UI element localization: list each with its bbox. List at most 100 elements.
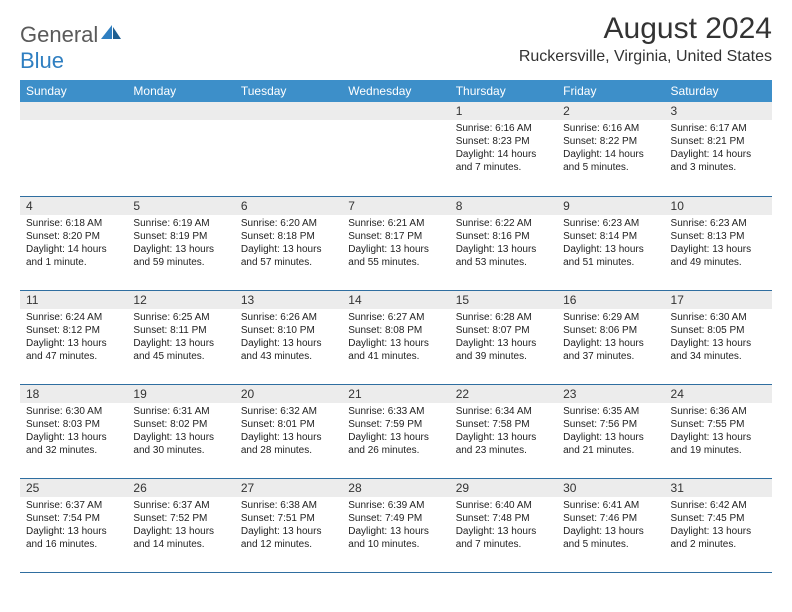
calendar-day-cell: 4Sunrise: 6:18 AMSunset: 8:20 PMDaylight… xyxy=(20,196,127,290)
calendar-day-cell: 15Sunrise: 6:28 AMSunset: 8:07 PMDayligh… xyxy=(450,290,557,384)
calendar-day-cell: 17Sunrise: 6:30 AMSunset: 8:05 PMDayligh… xyxy=(665,290,772,384)
day-content xyxy=(342,120,449,180)
calendar-day-cell: 1Sunrise: 6:16 AMSunset: 8:23 PMDaylight… xyxy=(450,102,557,196)
day-content: Sunrise: 6:32 AMSunset: 8:01 PMDaylight:… xyxy=(235,403,342,461)
calendar-day-cell: 27Sunrise: 6:38 AMSunset: 7:51 PMDayligh… xyxy=(235,478,342,572)
day-number: 12 xyxy=(127,291,234,309)
day-number: 18 xyxy=(20,385,127,403)
daylight-text: Daylight: 13 hours and 47 minutes. xyxy=(26,337,121,363)
daylight-text: Daylight: 13 hours and 5 minutes. xyxy=(563,525,658,551)
sunrise-text: Sunrise: 6:17 AM xyxy=(671,122,766,135)
calendar-header-row: SundayMondayTuesdayWednesdayThursdayFrid… xyxy=(20,80,772,102)
calendar-day-cell: 8Sunrise: 6:22 AMSunset: 8:16 PMDaylight… xyxy=(450,196,557,290)
day-content: Sunrise: 6:33 AMSunset: 7:59 PMDaylight:… xyxy=(342,403,449,461)
sunrise-text: Sunrise: 6:41 AM xyxy=(563,499,658,512)
sunrise-text: Sunrise: 6:37 AM xyxy=(133,499,228,512)
sunset-text: Sunset: 8:17 PM xyxy=(348,230,443,243)
day-number: 26 xyxy=(127,479,234,497)
day-content: Sunrise: 6:22 AMSunset: 8:16 PMDaylight:… xyxy=(450,215,557,273)
day-content: Sunrise: 6:29 AMSunset: 8:06 PMDaylight:… xyxy=(557,309,664,367)
sunrise-text: Sunrise: 6:35 AM xyxy=(563,405,658,418)
day-content: Sunrise: 6:34 AMSunset: 7:58 PMDaylight:… xyxy=(450,403,557,461)
sunrise-text: Sunrise: 6:30 AM xyxy=(671,311,766,324)
calendar-day-cell: 10Sunrise: 6:23 AMSunset: 8:13 PMDayligh… xyxy=(665,196,772,290)
sunset-text: Sunset: 8:07 PM xyxy=(456,324,551,337)
sunset-text: Sunset: 8:20 PM xyxy=(26,230,121,243)
day-content: Sunrise: 6:37 AMSunset: 7:54 PMDaylight:… xyxy=(20,497,127,555)
sunset-text: Sunset: 8:13 PM xyxy=(671,230,766,243)
day-number: 23 xyxy=(557,385,664,403)
calendar-day-cell: 21Sunrise: 6:33 AMSunset: 7:59 PMDayligh… xyxy=(342,384,449,478)
calendar-day-cell: 18Sunrise: 6:30 AMSunset: 8:03 PMDayligh… xyxy=(20,384,127,478)
day-content: Sunrise: 6:23 AMSunset: 8:14 PMDaylight:… xyxy=(557,215,664,273)
day-content: Sunrise: 6:30 AMSunset: 8:05 PMDaylight:… xyxy=(665,309,772,367)
day-number: 29 xyxy=(450,479,557,497)
daylight-text: Daylight: 13 hours and 14 minutes. xyxy=(133,525,228,551)
sunset-text: Sunset: 8:06 PM xyxy=(563,324,658,337)
calendar-table: SundayMondayTuesdayWednesdayThursdayFrid… xyxy=(20,80,772,573)
daylight-text: Daylight: 13 hours and 12 minutes. xyxy=(241,525,336,551)
daylight-text: Daylight: 13 hours and 37 minutes. xyxy=(563,337,658,363)
calendar-day-cell: 19Sunrise: 6:31 AMSunset: 8:02 PMDayligh… xyxy=(127,384,234,478)
calendar-day-cell: 3Sunrise: 6:17 AMSunset: 8:21 PMDaylight… xyxy=(665,102,772,196)
sunrise-text: Sunrise: 6:29 AM xyxy=(563,311,658,324)
day-content: Sunrise: 6:41 AMSunset: 7:46 PMDaylight:… xyxy=(557,497,664,555)
calendar-day-cell: 31Sunrise: 6:42 AMSunset: 7:45 PMDayligh… xyxy=(665,478,772,572)
daylight-text: Daylight: 13 hours and 53 minutes. xyxy=(456,243,551,269)
day-content: Sunrise: 6:31 AMSunset: 8:02 PMDaylight:… xyxy=(127,403,234,461)
day-number: 24 xyxy=(665,385,772,403)
day-number: 14 xyxy=(342,291,449,309)
day-content: Sunrise: 6:25 AMSunset: 8:11 PMDaylight:… xyxy=(127,309,234,367)
sunrise-text: Sunrise: 6:25 AM xyxy=(133,311,228,324)
title-block: August 2024 Ruckersville, Virginia, Unit… xyxy=(519,12,772,66)
sunrise-text: Sunrise: 6:38 AM xyxy=(241,499,336,512)
sunset-text: Sunset: 7:58 PM xyxy=(456,418,551,431)
daylight-text: Daylight: 13 hours and 23 minutes. xyxy=(456,431,551,457)
day-number xyxy=(342,102,449,120)
day-number: 27 xyxy=(235,479,342,497)
sunrise-text: Sunrise: 6:19 AM xyxy=(133,217,228,230)
daylight-text: Daylight: 13 hours and 34 minutes. xyxy=(671,337,766,363)
sunset-text: Sunset: 8:12 PM xyxy=(26,324,121,337)
calendar-week-row: 25Sunrise: 6:37 AMSunset: 7:54 PMDayligh… xyxy=(20,478,772,572)
day-number: 21 xyxy=(342,385,449,403)
day-content: Sunrise: 6:37 AMSunset: 7:52 PMDaylight:… xyxy=(127,497,234,555)
sunrise-text: Sunrise: 6:18 AM xyxy=(26,217,121,230)
sunset-text: Sunset: 8:02 PM xyxy=(133,418,228,431)
sunset-text: Sunset: 7:48 PM xyxy=(456,512,551,525)
day-content: Sunrise: 6:16 AMSunset: 8:23 PMDaylight:… xyxy=(450,120,557,178)
logo-sail-icon xyxy=(100,24,122,42)
daylight-text: Daylight: 13 hours and 41 minutes. xyxy=(348,337,443,363)
sunrise-text: Sunrise: 6:42 AM xyxy=(671,499,766,512)
calendar-week-row: 4Sunrise: 6:18 AMSunset: 8:20 PMDaylight… xyxy=(20,196,772,290)
daylight-text: Daylight: 13 hours and 55 minutes. xyxy=(348,243,443,269)
calendar-day-cell xyxy=(127,102,234,196)
day-number: 30 xyxy=(557,479,664,497)
day-content: Sunrise: 6:30 AMSunset: 8:03 PMDaylight:… xyxy=(20,403,127,461)
sunset-text: Sunset: 8:05 PM xyxy=(671,324,766,337)
day-number: 31 xyxy=(665,479,772,497)
sunset-text: Sunset: 8:08 PM xyxy=(348,324,443,337)
calendar-day-cell: 9Sunrise: 6:23 AMSunset: 8:14 PMDaylight… xyxy=(557,196,664,290)
calendar-day-cell: 6Sunrise: 6:20 AMSunset: 8:18 PMDaylight… xyxy=(235,196,342,290)
sunset-text: Sunset: 8:23 PM xyxy=(456,135,551,148)
day-content: Sunrise: 6:35 AMSunset: 7:56 PMDaylight:… xyxy=(557,403,664,461)
day-number xyxy=(235,102,342,120)
sunrise-text: Sunrise: 6:31 AM xyxy=(133,405,228,418)
sunset-text: Sunset: 7:45 PM xyxy=(671,512,766,525)
daylight-text: Daylight: 13 hours and 59 minutes. xyxy=(133,243,228,269)
daylight-text: Daylight: 14 hours and 3 minutes. xyxy=(671,148,766,174)
sunrise-text: Sunrise: 6:40 AM xyxy=(456,499,551,512)
sunset-text: Sunset: 8:03 PM xyxy=(26,418,121,431)
weekday-header: Thursday xyxy=(450,80,557,102)
day-number: 13 xyxy=(235,291,342,309)
calendar-day-cell: 23Sunrise: 6:35 AMSunset: 7:56 PMDayligh… xyxy=(557,384,664,478)
day-number: 9 xyxy=(557,197,664,215)
calendar-day-cell: 11Sunrise: 6:24 AMSunset: 8:12 PMDayligh… xyxy=(20,290,127,384)
sunrise-text: Sunrise: 6:28 AM xyxy=(456,311,551,324)
day-content: Sunrise: 6:20 AMSunset: 8:18 PMDaylight:… xyxy=(235,215,342,273)
day-content: Sunrise: 6:18 AMSunset: 8:20 PMDaylight:… xyxy=(20,215,127,273)
day-number: 7 xyxy=(342,197,449,215)
day-content xyxy=(235,120,342,180)
day-number: 1 xyxy=(450,102,557,120)
